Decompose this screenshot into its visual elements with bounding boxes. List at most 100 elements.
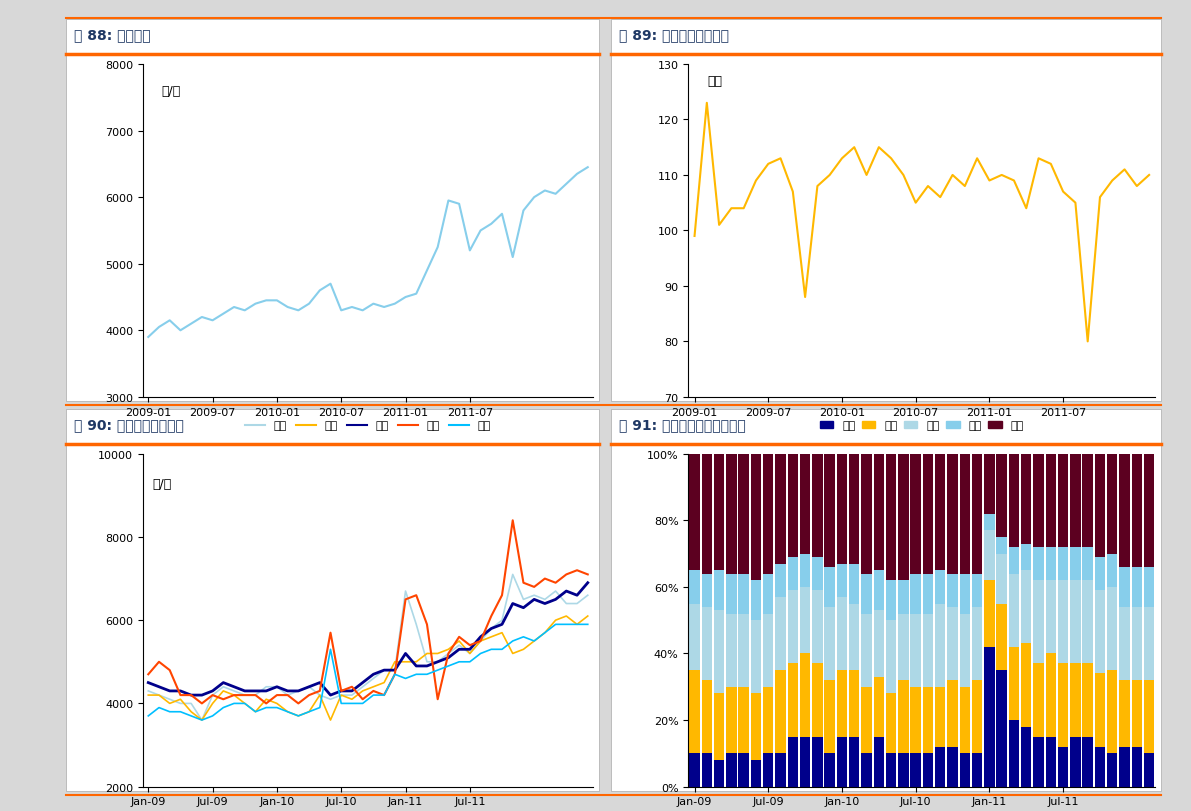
Bar [713, 571, 724, 611]
芚蓉 [495, 616, 510, 625]
岳麓 [205, 711, 219, 721]
Text: 元/平: 元/平 [152, 478, 172, 491]
开福 [151, 657, 166, 667]
天心 [226, 690, 241, 700]
雨花 [291, 686, 305, 696]
岳麓 [495, 645, 510, 654]
芚蓉 [174, 698, 188, 709]
Bar [775, 670, 786, 753]
雨花 [570, 590, 585, 600]
天心 [174, 694, 188, 704]
芚蓉 [453, 641, 467, 650]
芚蓉 [345, 690, 360, 700]
开福 [323, 628, 338, 637]
天心 [194, 715, 210, 725]
Bar [898, 454, 909, 581]
开福 [419, 620, 434, 629]
Bar [910, 687, 921, 753]
芚蓉 [560, 599, 574, 608]
Bar [750, 760, 761, 787]
开福 [431, 694, 445, 704]
Bar [690, 571, 700, 603]
雨花 [269, 682, 285, 692]
Bar [1108, 670, 1117, 753]
Bar [849, 736, 860, 787]
芚蓉 [474, 637, 488, 646]
雨花 [183, 690, 198, 700]
岳麓 [410, 670, 424, 680]
岳麓 [505, 637, 519, 646]
Text: 元/平: 元/平 [161, 85, 180, 98]
开福 [280, 690, 294, 700]
天心 [538, 628, 553, 637]
Bar [738, 574, 749, 614]
岳麓 [248, 707, 262, 717]
岳麓 [312, 703, 326, 713]
雨花 [474, 633, 488, 642]
Bar [997, 554, 1006, 603]
Bar [997, 454, 1006, 537]
芚蓉 [538, 594, 553, 604]
Bar [1021, 454, 1031, 544]
Bar [787, 454, 798, 557]
芚蓉 [388, 665, 403, 675]
天心 [217, 686, 231, 696]
雨花 [538, 599, 553, 608]
岳麓 [367, 690, 381, 700]
Bar [984, 581, 994, 647]
Bar [935, 687, 946, 747]
开福 [462, 641, 476, 650]
雨花 [581, 578, 596, 588]
Bar [849, 603, 860, 670]
Bar [738, 614, 749, 687]
Bar [1095, 454, 1105, 557]
Bar [1108, 454, 1117, 554]
开福 [183, 690, 198, 700]
雨花 [345, 686, 360, 696]
岳麓 [355, 698, 369, 709]
芚蓉 [410, 620, 424, 629]
Bar [861, 687, 872, 753]
芚蓉 [151, 690, 166, 700]
Bar [947, 680, 958, 747]
芚蓉 [194, 715, 210, 725]
岳麓 [151, 703, 166, 713]
天心 [333, 690, 348, 700]
开福 [538, 574, 553, 584]
Bar [837, 597, 847, 670]
雨花 [484, 624, 499, 633]
天心 [312, 690, 326, 700]
开福 [291, 698, 305, 709]
雨花 [280, 686, 294, 696]
Bar [1095, 557, 1105, 590]
Line: 岳麓: 岳麓 [148, 624, 588, 720]
Bar [812, 590, 823, 663]
Bar [775, 753, 786, 787]
开福 [141, 670, 155, 680]
Bar [960, 687, 969, 753]
开福 [269, 690, 285, 700]
Bar [701, 607, 712, 680]
Bar [947, 454, 958, 574]
芚蓉 [367, 674, 381, 684]
Bar [727, 687, 736, 753]
Bar [690, 603, 700, 670]
天心 [205, 698, 219, 709]
Line: 雨花: 雨花 [148, 583, 588, 695]
Bar [997, 537, 1006, 554]
Bar [763, 687, 773, 753]
天心 [517, 645, 531, 654]
天心 [526, 637, 541, 646]
Bar [861, 574, 872, 614]
Bar [997, 603, 1006, 670]
开福 [388, 670, 403, 680]
Bar [1083, 736, 1093, 787]
Text: 图 89: 长沙套均成交面积: 图 89: 长沙套均成交面积 [619, 28, 729, 43]
Bar [1143, 680, 1154, 753]
芚蓉 [248, 690, 262, 700]
Bar [800, 736, 810, 787]
芚蓉 [419, 657, 434, 667]
雨花 [258, 686, 273, 696]
Bar [1143, 567, 1154, 607]
天心 [355, 686, 369, 696]
